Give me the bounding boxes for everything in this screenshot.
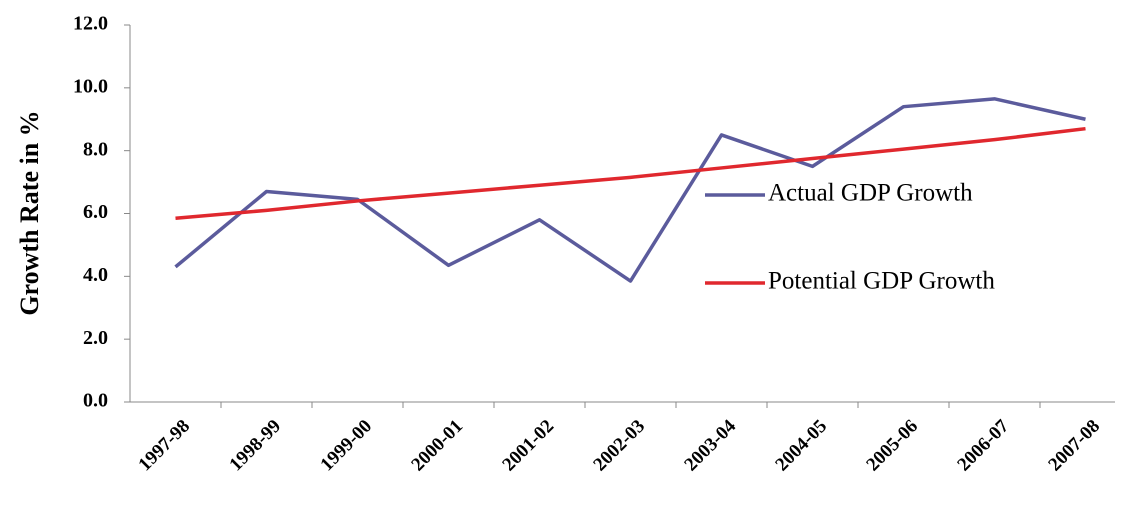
x-tick-label: 2004-05 xyxy=(771,416,831,476)
x-tick-label: 2007-08 xyxy=(1044,416,1104,476)
x-tick-label: 2005-06 xyxy=(862,416,922,476)
x-tick-label: 2001-02 xyxy=(498,416,558,476)
x-tick-label: 2003-04 xyxy=(680,415,740,475)
x-tick-label: 2006-07 xyxy=(953,415,1013,475)
x-tick-label: 2002-03 xyxy=(589,416,649,476)
legend-label: Actual GDP Growth xyxy=(768,180,973,207)
series-line xyxy=(175,126,1086,220)
y-tick-label: 2.0 xyxy=(83,327,108,349)
y-tick-label: 12.0 xyxy=(73,13,108,35)
y-tick-label: 4.0 xyxy=(83,264,108,286)
x-tick-label: 1998-99 xyxy=(225,416,285,476)
x-tick-label: 1997-98 xyxy=(134,416,194,476)
y-axis-label: Growth Rate in % xyxy=(15,110,44,315)
x-tick-label: 2000-01 xyxy=(407,416,467,476)
series-line xyxy=(174,97,1086,283)
y-tick-label: 10.0 xyxy=(73,75,108,97)
legend-label: Potential GDP Growth xyxy=(768,268,995,295)
y-tick-label: 0.0 xyxy=(83,390,108,412)
y-tick-label: 6.0 xyxy=(83,201,108,223)
x-tick-label: 1999-00 xyxy=(316,416,376,476)
y-tick-label: 8.0 xyxy=(83,138,108,160)
